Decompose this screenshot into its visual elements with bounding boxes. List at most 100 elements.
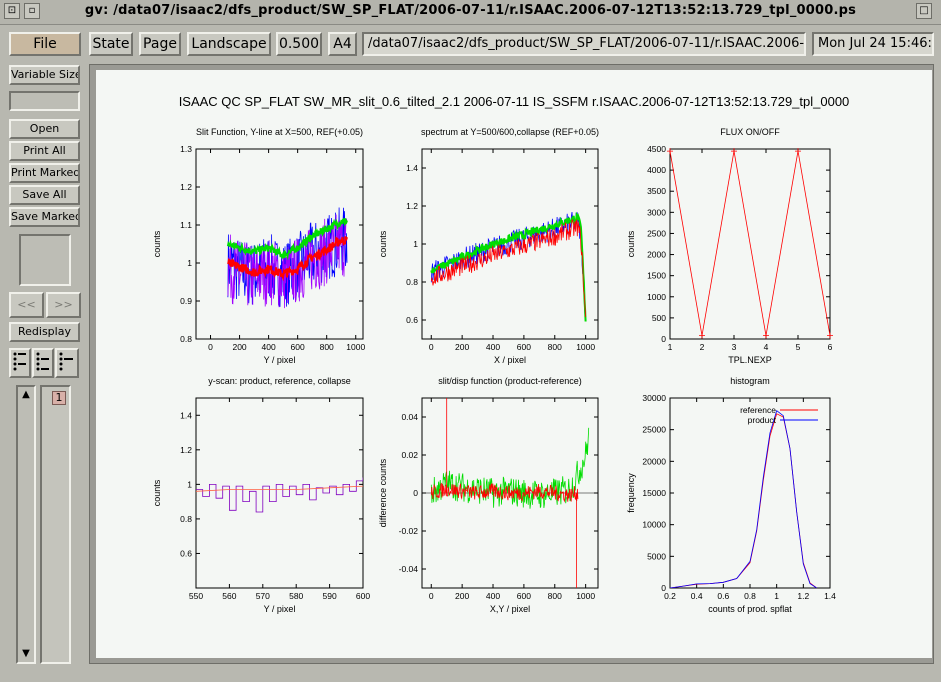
x-tick-label: 2 [700,342,705,352]
plot-frame [421,148,599,340]
x-tick-label: 0.2 [664,591,676,601]
data-point [699,332,705,339]
x-tick-label: 3 [732,342,737,352]
plot-title: spectrum at Y=500/600,collapse (REF+0.05… [421,127,599,137]
window-menu-icon[interactable]: ⊡ [4,3,20,19]
data-point [763,332,769,339]
vertical-scrollbar[interactable]: ▲ ▼ [16,385,36,664]
page-button[interactable]: Page [139,32,181,56]
x-tick-label: 400 [486,342,500,352]
title-bar: ⊡ ▫ gv: /data07/isaac2/dfs_product/SW_SP… [0,0,941,25]
series-line [670,410,817,588]
orientation-button[interactable]: Landscape [187,32,271,56]
y-tick-label: 0 [661,583,666,593]
scale-button[interactable]: 0.500 [276,32,322,56]
x-tick-label: 5 [796,342,801,352]
y-tick-label: 0.8 [406,277,418,287]
x-axis-label: X,Y / pixel [490,604,530,614]
plot-frame [195,397,364,589]
x-tick-label: 560 [222,591,236,601]
y-tick-label: -0.04 [399,564,419,574]
y-tick-label: 20000 [642,456,666,466]
y-tick-label: 1.1 [180,220,192,230]
window-title: gv: /data07/isaac2/dfs_product/SW_SP_FLA… [84,3,857,18]
page-list[interactable]: 1 [40,385,71,664]
x-tick-label: 1 [774,591,779,601]
next-page-button[interactable]: >> [46,292,81,318]
scroll-down-icon[interactable]: ▼ [22,648,30,659]
filename-display: /data07/isaac2/dfs_product/SW_SP_FLAT/20… [362,32,806,56]
series-line [670,413,817,588]
y-axis-label: difference counts [378,458,388,527]
y-tick-label: 0 [413,488,418,498]
x-tick-label: 200 [455,342,469,352]
y-tick-label: 500 [652,313,666,323]
x-tick-label: 1000 [576,342,595,352]
minimize-icon[interactable]: ▫ [24,3,40,19]
x-tick-label: 1000 [346,342,365,352]
page-list-item[interactable]: 1 [52,391,66,405]
y-tick-label: 2500 [647,228,666,238]
series-line [430,427,590,509]
prev-page-button[interactable]: << [9,292,44,318]
file-button[interactable]: File [9,32,81,56]
print-marked-button[interactable]: Print Marked [9,163,80,183]
series-line [226,235,348,282]
toggle-current-page-icon[interactable] [55,348,79,378]
x-axis-label: TPL.NEXP [728,355,772,365]
y-tick-label: 0.04 [401,412,418,422]
plot-frame [669,148,831,340]
x-tick-label: 4 [764,342,769,352]
y-tick-label: 30000 [642,393,666,403]
x-tick-label: 1.2 [797,591,809,601]
y-tick-label: 15000 [642,488,666,498]
x-tick-label: 0 [429,591,434,601]
y-tick-label: 1500 [647,271,666,281]
x-axis-label: Y / pixel [264,604,296,614]
maximize-icon[interactable]: □ [916,3,932,19]
open-button[interactable]: Open [9,119,80,139]
data-point [795,148,801,155]
plot-title: y-scan: product, reference, collapse [208,376,351,386]
plots-canvas: Slit Function, Y-line at X=500, REF(+0.0… [152,127,836,614]
redisplay-button[interactable]: Redisplay [9,322,80,342]
save-marked-button[interactable]: Save Marked [9,207,80,227]
scroll-up-icon[interactable]: ▲ [22,389,30,400]
y-tick-label: 1 [187,479,192,489]
y-tick-label: 1.2 [180,182,192,192]
series-line [670,151,830,336]
state-button[interactable]: State [89,32,133,56]
y-tick-label: 0.9 [180,296,192,306]
x-tick-label: 570 [256,591,270,601]
x-tick-label: 0 [208,342,213,352]
plot-frame [195,148,364,340]
series-line [430,211,587,322]
x-tick-label: 600 [517,591,531,601]
print-all-button[interactable]: Print All [9,141,80,161]
y-tick-label: 0.6 [180,548,192,558]
location-box [9,91,80,111]
x-tick-label: 400 [486,591,500,601]
x-tick-label: 800 [548,591,562,601]
x-tick-label: 1000 [576,591,595,601]
media-button[interactable]: A4 [328,32,357,56]
panner[interactable] [19,234,71,286]
variable-size-button[interactable]: Variable Size [9,65,80,85]
date-display: Mon Jul 24 15:46:45 [812,32,934,56]
y-axis-label: counts [152,230,162,257]
toggle-even-pages-icon[interactable] [32,348,54,378]
data-point [827,332,833,339]
series-line [430,219,586,318]
series-line [227,214,348,309]
x-tick-label: 200 [455,591,469,601]
save-all-button[interactable]: Save All [9,185,80,205]
x-tick-label: 0 [429,342,434,352]
y-tick-label: 1 [413,239,418,249]
toggle-odd-pages-icon[interactable] [9,348,31,378]
y-tick-label: 0.8 [180,334,192,344]
x-tick-label: 600 [291,342,305,352]
document-title: ISAAC QC SP_FLAT SW_MR_slit_0.6_tilted_2… [178,94,850,109]
series-line [430,482,579,503]
x-tick-label: 0.4 [691,591,703,601]
y-tick-label: 1.4 [180,410,192,420]
